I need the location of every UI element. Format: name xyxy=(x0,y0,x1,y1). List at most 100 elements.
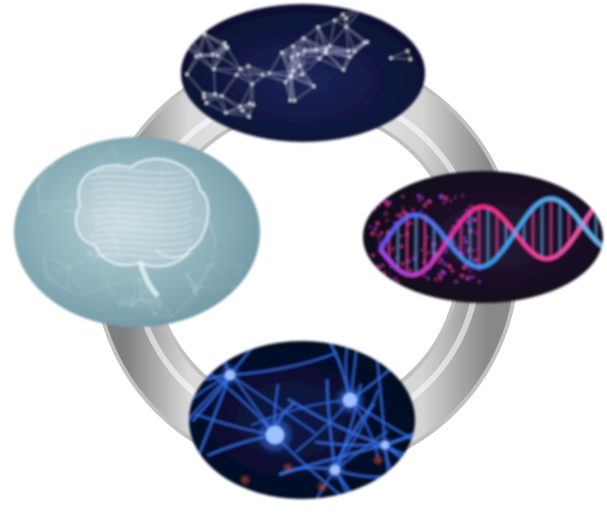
brain-bg-link xyxy=(130,305,156,316)
mesh-link xyxy=(329,20,336,46)
brain-bg-link xyxy=(208,222,213,228)
dna-particle xyxy=(382,271,387,275)
dna-particle xyxy=(370,274,374,278)
dna-particle xyxy=(446,247,449,250)
dna-particle xyxy=(450,268,454,273)
mesh-link xyxy=(319,52,327,59)
dna-particle xyxy=(388,272,391,275)
dna-particle xyxy=(440,269,444,273)
mesh-node xyxy=(409,57,412,61)
brain-bg-link xyxy=(160,300,162,307)
mesh-node xyxy=(348,55,351,59)
brain-fold xyxy=(89,175,194,180)
brain-bg-link xyxy=(118,299,142,305)
brain-bg-link xyxy=(155,314,173,318)
mesh-link xyxy=(399,8,415,16)
dna-particle xyxy=(412,256,417,261)
mesh-link xyxy=(269,72,291,77)
neuron-dendrite xyxy=(229,352,337,376)
mesh-link xyxy=(221,95,227,113)
mesh-link xyxy=(334,14,343,21)
mesh-link xyxy=(297,49,317,55)
brain-bg-link xyxy=(69,266,85,296)
mesh-link xyxy=(285,56,293,83)
brain-bg-link xyxy=(66,266,70,290)
mesh-link xyxy=(186,34,192,47)
brain-bg-link xyxy=(118,304,131,306)
dna-particle xyxy=(463,263,468,268)
dna-particle xyxy=(463,251,467,254)
mesh-node xyxy=(247,115,251,118)
mesh-link xyxy=(303,37,326,52)
mesh-link xyxy=(299,65,315,87)
dna-particle xyxy=(431,246,434,249)
brain-bg-link xyxy=(142,297,161,301)
mesh-link xyxy=(302,74,315,87)
neuron-body xyxy=(330,465,340,475)
mesh-node xyxy=(293,99,296,102)
mesh-link xyxy=(374,4,401,9)
dna-particle xyxy=(464,240,468,244)
brain-fold xyxy=(90,188,194,193)
mesh-node xyxy=(291,69,295,73)
mesh-link xyxy=(236,65,249,76)
dna-particle xyxy=(461,194,464,197)
mesh-link xyxy=(346,26,368,43)
brain-bg-link xyxy=(43,201,70,212)
mesh-node xyxy=(303,49,306,52)
mesh-link xyxy=(204,93,216,98)
dna-particle xyxy=(400,234,403,238)
mesh-node xyxy=(302,36,305,40)
brain-bg-link xyxy=(211,242,217,264)
mesh-link xyxy=(299,65,303,75)
dna-particle xyxy=(378,239,381,242)
mesh-link xyxy=(345,26,355,52)
mesh-node xyxy=(235,73,238,77)
brain-bg-link xyxy=(44,273,49,279)
dna-particle xyxy=(468,204,472,208)
mesh-link xyxy=(292,65,300,72)
mesh-link xyxy=(221,95,243,111)
mesh-link xyxy=(251,72,270,85)
brain-bg-link xyxy=(106,277,140,287)
mesh-link xyxy=(206,93,216,104)
dna-particle xyxy=(444,250,447,253)
mesh-node xyxy=(316,25,320,29)
network-mesh-icon xyxy=(185,4,416,118)
dna-particle xyxy=(388,201,392,204)
dna-particle xyxy=(401,262,405,266)
dna-particle xyxy=(399,214,402,218)
mesh-link xyxy=(248,65,263,75)
mesh-link xyxy=(281,52,294,72)
mesh-node xyxy=(223,41,226,45)
mesh-node xyxy=(205,101,208,105)
mesh-link xyxy=(326,48,350,58)
brain-bg-link xyxy=(172,291,195,318)
mesh-node xyxy=(211,53,215,56)
mesh-link xyxy=(227,47,241,70)
mesh-link xyxy=(292,46,305,51)
brain-bg-link xyxy=(142,298,162,308)
mesh-node xyxy=(238,67,242,71)
brain-bg-link xyxy=(193,291,196,295)
dna-particle xyxy=(472,258,477,263)
mesh-link xyxy=(334,17,347,21)
brain-bg-link xyxy=(106,285,119,305)
dna-particle xyxy=(426,276,430,280)
brain-fold xyxy=(93,168,193,174)
mesh-node xyxy=(342,68,345,72)
dna-particle xyxy=(386,219,389,222)
mesh-link xyxy=(186,54,201,75)
mesh-node xyxy=(261,73,264,76)
neuron-dendrite xyxy=(384,444,415,498)
neuron-spark xyxy=(319,484,325,490)
brain-bg-link xyxy=(87,254,100,258)
dna-particle xyxy=(423,274,426,277)
mesh-link xyxy=(239,106,250,117)
brain-bg-link xyxy=(160,300,173,318)
dna-particle xyxy=(375,264,379,268)
brain-bg-link xyxy=(155,300,161,316)
dna-particle xyxy=(404,211,408,215)
brain-bg-link xyxy=(130,305,162,308)
brain-bg-link xyxy=(211,263,244,266)
